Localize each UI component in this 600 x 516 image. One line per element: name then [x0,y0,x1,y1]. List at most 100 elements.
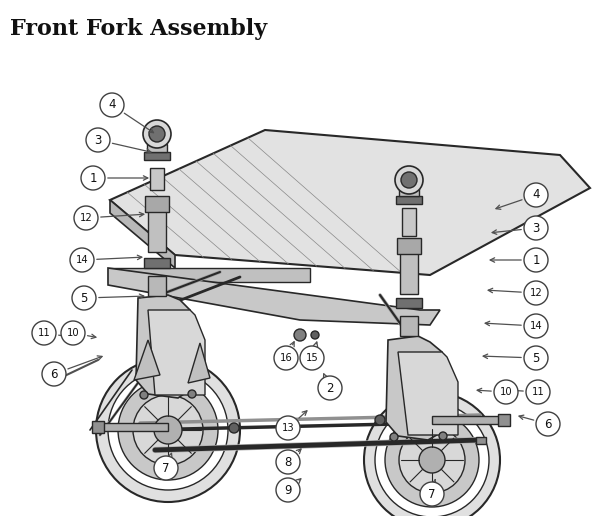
Circle shape [188,390,196,398]
Bar [400,250,418,294]
Polygon shape [136,295,190,398]
Circle shape [536,412,560,436]
Bar [144,258,170,268]
Circle shape [32,321,56,345]
Circle shape [395,166,423,194]
Text: Front Fork Assembly: Front Fork Assembly [10,18,267,40]
Circle shape [300,346,324,370]
Polygon shape [108,268,310,282]
Polygon shape [134,340,160,380]
Circle shape [140,391,148,399]
Text: 4: 4 [532,188,540,202]
Circle shape [74,206,98,230]
Circle shape [229,423,239,433]
Bar [144,152,170,160]
Circle shape [81,166,105,190]
Circle shape [143,120,171,148]
Text: 6: 6 [544,417,552,430]
Text: 11: 11 [532,387,544,397]
Circle shape [375,415,385,425]
Circle shape [524,281,548,305]
Bar [148,208,166,252]
Bar [396,196,422,204]
Polygon shape [398,352,458,435]
Text: 7: 7 [162,461,170,475]
Text: 13: 13 [281,423,295,433]
Circle shape [154,456,178,480]
Circle shape [311,331,319,339]
Text: 2: 2 [326,381,334,395]
Circle shape [149,126,165,142]
Bar [432,416,500,424]
Circle shape [318,376,342,400]
Circle shape [385,413,479,507]
Text: 3: 3 [532,221,539,234]
Circle shape [100,93,124,117]
Circle shape [401,172,417,188]
Text: 15: 15 [305,353,319,363]
Circle shape [276,478,300,502]
Text: 14: 14 [76,255,88,265]
Text: 5: 5 [532,351,539,364]
Polygon shape [188,343,210,383]
Bar [498,414,510,426]
Polygon shape [386,336,442,440]
Bar [397,238,421,254]
Text: 10: 10 [500,387,512,397]
Circle shape [154,416,182,444]
Circle shape [61,321,85,345]
Circle shape [276,450,300,474]
Circle shape [390,433,398,441]
Circle shape [419,447,445,473]
Bar [147,144,167,152]
Circle shape [96,358,240,502]
Circle shape [526,380,550,404]
Text: 10: 10 [67,328,79,338]
Circle shape [274,346,298,370]
Bar [150,168,164,190]
Circle shape [375,403,489,516]
Circle shape [72,286,96,310]
Bar [396,298,422,308]
Circle shape [420,482,444,506]
Text: 12: 12 [530,288,542,298]
Text: 1: 1 [532,253,540,266]
Polygon shape [148,310,205,395]
Bar [400,316,418,336]
Circle shape [524,183,548,207]
Text: 11: 11 [38,328,50,338]
Bar [148,276,166,296]
Bar [92,421,104,433]
Text: 8: 8 [284,456,292,469]
Bar [100,423,168,431]
Circle shape [133,395,203,465]
Text: 5: 5 [80,292,88,304]
Circle shape [524,216,548,240]
Polygon shape [110,200,175,268]
Circle shape [86,128,110,152]
Text: 12: 12 [80,213,92,223]
Circle shape [42,362,66,386]
Circle shape [524,314,548,338]
Polygon shape [110,130,590,275]
Text: 14: 14 [530,321,542,331]
Text: 6: 6 [50,367,58,380]
Text: 1: 1 [89,171,97,185]
Circle shape [494,380,518,404]
Bar [399,188,419,196]
Text: 4: 4 [108,99,116,111]
Circle shape [294,329,306,341]
Text: 9: 9 [284,483,292,496]
Bar [402,208,416,236]
Polygon shape [108,268,440,325]
Text: 3: 3 [94,134,101,147]
Circle shape [524,248,548,272]
Circle shape [108,370,228,490]
Circle shape [524,346,548,370]
Bar [145,196,169,212]
Circle shape [118,380,218,480]
Circle shape [70,248,94,272]
Circle shape [364,392,500,516]
Text: 16: 16 [280,353,292,363]
Circle shape [439,432,447,440]
